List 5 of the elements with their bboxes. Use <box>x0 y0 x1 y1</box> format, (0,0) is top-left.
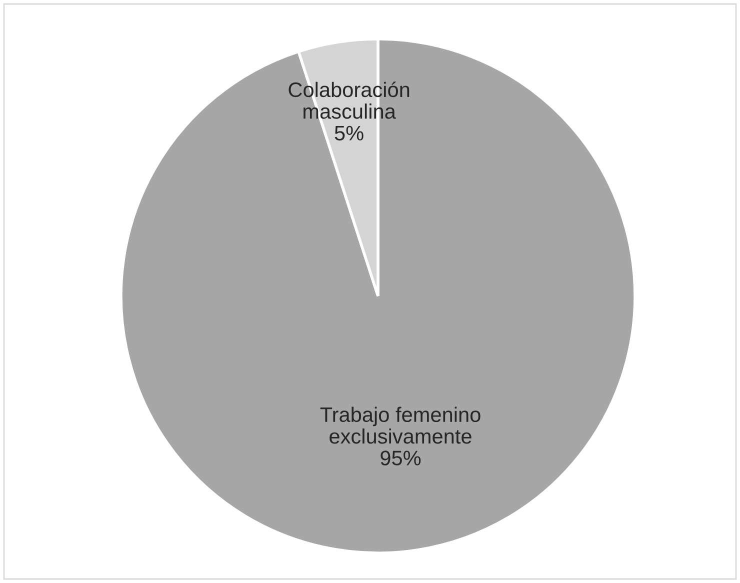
pie-slice <box>120 38 636 554</box>
data-label: 5% <box>334 126 364 141</box>
slice-label: Trabajo femenino exclusivamente <box>320 406 480 444</box>
slice-label: Colaboración masculina <box>288 82 410 119</box>
data-label: 95% <box>380 450 421 466</box>
